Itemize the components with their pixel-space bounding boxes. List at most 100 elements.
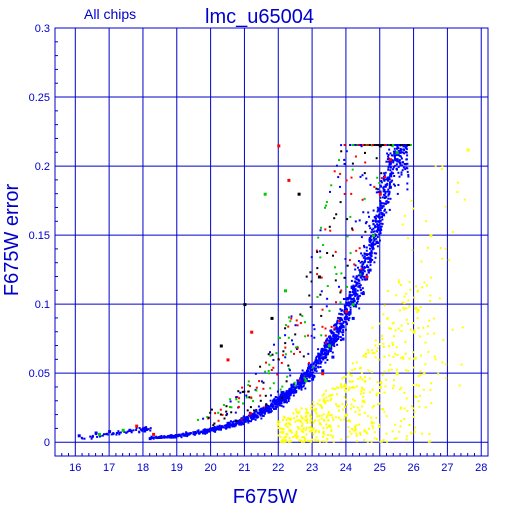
data-point bbox=[279, 435, 282, 438]
data-point bbox=[198, 432, 201, 435]
data-point bbox=[225, 410, 228, 413]
data-point bbox=[374, 243, 377, 246]
data-point bbox=[329, 394, 332, 397]
data-point bbox=[216, 425, 219, 428]
data-point bbox=[344, 386, 347, 389]
data-point bbox=[370, 252, 373, 255]
data-point bbox=[397, 147, 400, 150]
data-point bbox=[297, 382, 300, 385]
data-point bbox=[352, 362, 354, 365]
data-point bbox=[438, 297, 441, 300]
data-point bbox=[350, 297, 353, 300]
data-point bbox=[343, 415, 346, 418]
data-point bbox=[310, 334, 313, 337]
data-point bbox=[286, 395, 289, 398]
data-point bbox=[383, 174, 386, 177]
data-point bbox=[320, 414, 323, 417]
data-point bbox=[108, 430, 112, 434]
data-point bbox=[365, 275, 369, 279]
data-point bbox=[305, 407, 308, 410]
data-point bbox=[370, 244, 373, 247]
data-point bbox=[161, 436, 163, 439]
data-point bbox=[466, 148, 470, 152]
data-point bbox=[317, 366, 320, 369]
data-point bbox=[451, 328, 454, 331]
data-point bbox=[269, 354, 272, 357]
data-point bbox=[339, 317, 342, 320]
data-point bbox=[392, 166, 395, 169]
data-point bbox=[302, 384, 305, 387]
gridlines bbox=[55, 27, 489, 456]
data-point bbox=[410, 199, 413, 202]
data-point bbox=[292, 435, 294, 438]
data-point bbox=[361, 405, 364, 408]
data-point bbox=[456, 191, 459, 194]
data-point bbox=[377, 227, 380, 230]
data-point bbox=[300, 439, 303, 442]
data-point bbox=[293, 352, 295, 355]
data-point bbox=[373, 431, 376, 434]
data-point bbox=[349, 303, 352, 306]
x-tick-label: 25 bbox=[374, 462, 386, 474]
data-point bbox=[394, 184, 396, 187]
data-point bbox=[367, 266, 370, 269]
data-point bbox=[288, 392, 291, 395]
data-point bbox=[305, 414, 308, 417]
data-point bbox=[393, 147, 396, 150]
data-point bbox=[226, 421, 230, 425]
data-point bbox=[281, 440, 284, 443]
data-point bbox=[409, 328, 412, 331]
data-point bbox=[317, 236, 320, 239]
data-point bbox=[238, 423, 241, 426]
data-point bbox=[445, 377, 448, 380]
data-point bbox=[282, 440, 285, 443]
data-point bbox=[349, 407, 352, 410]
data-point bbox=[381, 202, 384, 205]
data-point bbox=[296, 345, 299, 348]
data-point bbox=[328, 225, 331, 228]
data-point bbox=[325, 354, 328, 357]
data-point bbox=[372, 223, 375, 226]
data-point bbox=[317, 355, 320, 358]
data-point bbox=[430, 402, 433, 405]
data-point bbox=[277, 423, 280, 425]
data-point bbox=[228, 425, 231, 428]
data-point bbox=[299, 322, 302, 324]
data-point bbox=[399, 309, 401, 312]
data-point bbox=[294, 420, 297, 423]
data-point bbox=[376, 215, 379, 218]
data-point bbox=[304, 429, 307, 431]
data-point bbox=[301, 374, 304, 377]
data-point bbox=[326, 297, 329, 300]
data-point bbox=[380, 222, 383, 225]
data-point bbox=[372, 421, 375, 424]
data-point bbox=[413, 296, 416, 299]
data-point bbox=[240, 421, 243, 424]
data-point bbox=[322, 440, 325, 443]
data-point bbox=[416, 309, 419, 311]
data-point bbox=[411, 404, 414, 407]
data-point bbox=[241, 421, 244, 424]
data-point bbox=[327, 434, 330, 436]
data-point bbox=[398, 159, 401, 162]
data-point bbox=[302, 355, 305, 358]
data-point bbox=[371, 228, 374, 231]
data-point bbox=[388, 185, 392, 189]
data-point bbox=[397, 184, 400, 186]
data-point bbox=[406, 188, 409, 191]
data-point bbox=[335, 403, 338, 406]
data-point bbox=[360, 252, 363, 255]
data-point bbox=[368, 244, 371, 247]
data-point bbox=[344, 316, 347, 318]
data-point bbox=[282, 354, 285, 357]
data-point bbox=[269, 407, 272, 410]
data-point bbox=[288, 394, 291, 397]
data-point bbox=[400, 356, 403, 359]
data-point bbox=[371, 352, 374, 355]
data-point bbox=[388, 327, 390, 330]
data-point bbox=[332, 435, 335, 438]
data-point bbox=[271, 406, 274, 409]
data-point bbox=[383, 185, 386, 188]
data-point bbox=[400, 386, 403, 389]
data-point bbox=[309, 421, 312, 424]
